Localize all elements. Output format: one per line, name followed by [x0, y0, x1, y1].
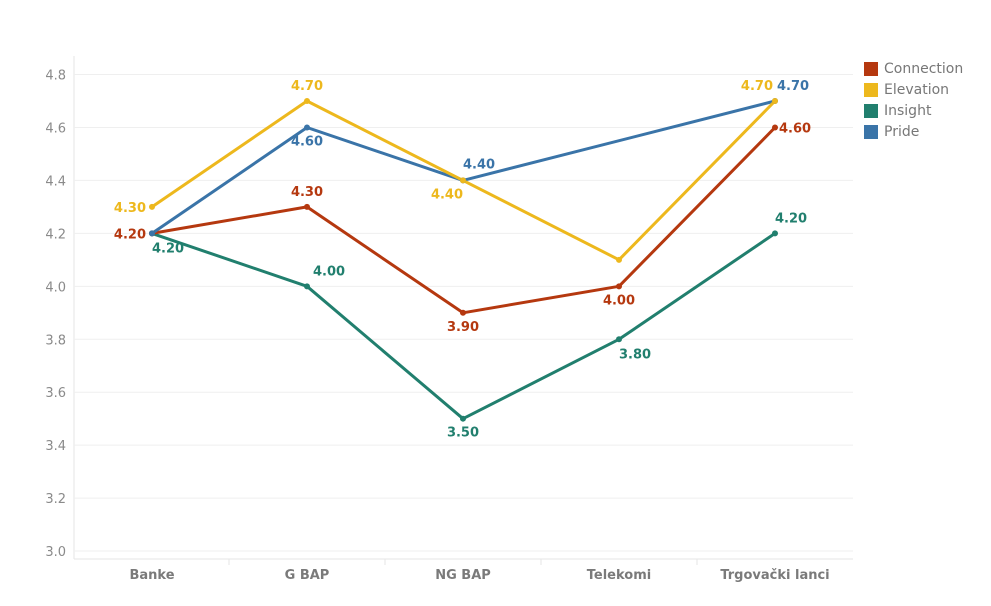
x-tick-label: Trgovački lanci: [720, 568, 829, 583]
data-label: 4.20: [152, 241, 184, 256]
series-lines: [151, 99, 777, 421]
data-label: 4.70: [777, 79, 809, 94]
data-label: 4.20: [114, 227, 146, 242]
data-label: 4.20: [775, 211, 807, 226]
data-label: 4.40: [431, 187, 463, 202]
legend-label: Elevation: [884, 81, 950, 98]
data-point-elevation: [616, 256, 622, 263]
data-label: 4.60: [779, 121, 811, 136]
data-label: 4.40: [463, 157, 495, 172]
y-tick-label: 3.0: [45, 545, 66, 560]
data-point-connection: [772, 124, 778, 131]
data-point-connection: [460, 309, 466, 316]
data-label: 3.80: [619, 347, 651, 362]
data-label: 4.60: [291, 134, 323, 149]
data-point-elevation: [772, 98, 778, 105]
y-tick-label: 3.6: [45, 386, 66, 401]
legend-item-insight[interactable]: Insight: [864, 100, 963, 121]
data-label: 4.30: [114, 201, 146, 216]
data-point-elevation: [460, 177, 466, 184]
legend-item-elevation[interactable]: Elevation: [864, 79, 963, 100]
data-point-insight: [460, 415, 466, 422]
legend-label: Insight: [884, 102, 932, 119]
grid-lines: [73, 56, 853, 560]
x-tick-label: Telekomi: [587, 568, 651, 583]
data-label: 3.50: [447, 426, 479, 441]
data-point-pride: [304, 124, 310, 131]
legend: Connection Elevation Insight Pride: [864, 58, 963, 142]
data-label: 4.70: [291, 79, 323, 94]
data-labels: 4.20 4.00 3.50 3.80 4.20 4.20 4.30 3.90 4.00 4.60…: [114, 79, 811, 441]
legend-swatch: [864, 103, 878, 118]
data-point-insight: [304, 283, 310, 290]
series-points: [149, 98, 778, 422]
data-point-connection: [616, 283, 622, 290]
y-tick-label: 4.4: [45, 174, 66, 189]
y-tick-label: 4.6: [45, 121, 66, 136]
x-tick-label: NG BAP: [435, 568, 491, 583]
data-label: 3.90: [447, 320, 479, 335]
data-label: 4.30: [291, 185, 323, 200]
data-label: 4.00: [313, 264, 345, 279]
data-label: 4.70: [741, 79, 773, 94]
y-tick-label: 4.8: [45, 69, 66, 84]
legend-label: Pride: [884, 123, 920, 140]
x-tick-label: Banke: [129, 568, 174, 583]
data-label: 4.00: [603, 293, 635, 308]
y-axis: 3.0 3.2 3.4 3.6 3.8 4.0 4.2 4.4 4.6 4.8: [45, 69, 66, 561]
y-tick-label: 3.8: [45, 333, 66, 348]
data-point-insight: [772, 230, 778, 237]
legend-swatch: [864, 61, 878, 76]
legend-item-pride[interactable]: Pride: [864, 121, 963, 142]
x-tick-label: G BAP: [285, 568, 330, 583]
data-point-elevation: [149, 203, 155, 210]
legend-swatch: [864, 82, 878, 97]
y-tick-label: 3.4: [45, 439, 66, 454]
legend-item-connection[interactable]: Connection: [864, 58, 963, 79]
data-point-pride: [149, 230, 155, 237]
series-line-connection: [151, 126, 777, 315]
series-line-pride: [151, 99, 776, 235]
data-point-connection: [304, 203, 310, 210]
y-tick-label: 4.2: [45, 227, 66, 242]
data-point-insight: [616, 336, 622, 343]
x-axis: Banke G BAP NG BAP Telekomi Trgovački lanci: [129, 559, 830, 583]
y-tick-label: 4.0: [45, 280, 66, 295]
legend-label: Connection: [884, 60, 964, 77]
data-point-elevation: [304, 98, 310, 105]
legend-swatch: [864, 124, 878, 139]
y-tick-label: 3.2: [45, 492, 66, 507]
